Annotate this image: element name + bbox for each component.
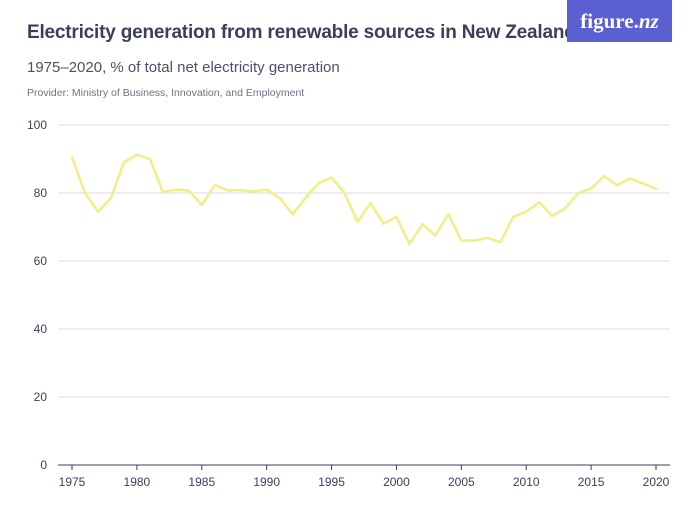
chart-title: Electricity generation from renewable so… bbox=[27, 22, 576, 43]
data-point-2012 bbox=[551, 215, 554, 218]
logo-text: figure. bbox=[580, 8, 639, 33]
data-point-1985 bbox=[200, 203, 203, 206]
data-point-1980 bbox=[135, 153, 138, 156]
data-point-1997 bbox=[356, 220, 359, 223]
data-point-1987 bbox=[226, 189, 229, 192]
grid-lines bbox=[58, 124, 670, 398]
data-point-1998 bbox=[369, 202, 372, 205]
data-point-2014 bbox=[577, 192, 580, 194]
data-point-1982 bbox=[161, 190, 164, 193]
data-point-1981 bbox=[148, 158, 151, 160]
data-point-2013 bbox=[564, 207, 567, 210]
data-point-2000 bbox=[395, 215, 398, 218]
figure-nz-logo[interactable]: figure. nz bbox=[567, 0, 672, 42]
data-point-2005 bbox=[460, 239, 463, 242]
y-tick-label-40: 40 bbox=[34, 322, 48, 336]
x-tick-label-2005: 2005 bbox=[448, 475, 475, 489]
data-point-2008 bbox=[499, 241, 502, 244]
x-axis: 1975 1980 1985 1990 1995 2000 2005 2010 2015 2020 bbox=[58, 464, 670, 489]
x-tick-label-2010: 2010 bbox=[513, 475, 540, 489]
data-point-1986 bbox=[213, 184, 216, 187]
data-point-1989 bbox=[252, 190, 255, 193]
data-point-1993 bbox=[304, 197, 307, 200]
data-point-2019 bbox=[642, 182, 645, 185]
data-point-1995 bbox=[330, 176, 333, 179]
y-tick-label-60: 60 bbox=[34, 254, 48, 268]
x-tick-label-1995: 1995 bbox=[318, 475, 345, 489]
x-tick-label-2000: 2000 bbox=[383, 475, 410, 489]
data-point-2010 bbox=[525, 210, 528, 213]
data-point-2006 bbox=[473, 239, 476, 242]
series-line-0 bbox=[70, 153, 658, 246]
data-point-1984 bbox=[187, 189, 190, 192]
chart-subtitle: 1975–2020, % of total net electricity ge… bbox=[27, 59, 340, 76]
data-point-1990 bbox=[265, 188, 268, 191]
y-axis: 0 20 40 60 80 100 bbox=[27, 118, 47, 472]
data-point-1975 bbox=[71, 156, 73, 159]
x-tick-label-1975: 1975 bbox=[59, 475, 86, 489]
x-tick-label-1980: 1980 bbox=[124, 475, 151, 489]
data-point-1977 bbox=[96, 210, 99, 213]
data-point-1996 bbox=[343, 192, 346, 194]
x-tick-label-1985: 1985 bbox=[188, 475, 215, 489]
data-point-1991 bbox=[278, 197, 281, 200]
data-point-2007 bbox=[486, 236, 489, 239]
data-point-2016 bbox=[603, 175, 606, 177]
data-point-2017 bbox=[616, 184, 619, 187]
data-point-2004 bbox=[447, 213, 450, 216]
data-point-1979 bbox=[122, 161, 125, 164]
x-tick-label-1990: 1990 bbox=[253, 475, 280, 489]
y-tick-label-100: 100 bbox=[27, 118, 47, 132]
data-point-2002 bbox=[421, 223, 424, 226]
data-point-1976 bbox=[83, 192, 86, 194]
logo-text-accent: nz bbox=[638, 8, 659, 33]
data-point-1992 bbox=[291, 213, 294, 216]
data-point-2009 bbox=[512, 215, 515, 218]
x-tick-label-2020: 2020 bbox=[643, 475, 670, 489]
data-point-2015 bbox=[590, 187, 593, 190]
data-point-1978 bbox=[109, 197, 112, 200]
x-tick-label-2015: 2015 bbox=[578, 475, 605, 489]
data-point-2011 bbox=[538, 201, 541, 204]
y-tick-label-80: 80 bbox=[34, 186, 48, 200]
series-group bbox=[70, 153, 658, 246]
data-provider: Provider: Ministry of Business, Innovati… bbox=[27, 87, 305, 99]
y-tick-label-0: 0 bbox=[40, 458, 47, 472]
data-point-2020 bbox=[655, 187, 657, 190]
data-point-1994 bbox=[317, 181, 320, 184]
y-tick-label-20: 20 bbox=[34, 390, 48, 404]
data-point-1999 bbox=[382, 222, 385, 225]
data-point-1983 bbox=[174, 188, 177, 191]
data-point-2001 bbox=[408, 243, 411, 245]
data-point-2003 bbox=[434, 234, 437, 237]
data-point-1988 bbox=[239, 189, 242, 192]
data-point-2018 bbox=[629, 177, 632, 180]
